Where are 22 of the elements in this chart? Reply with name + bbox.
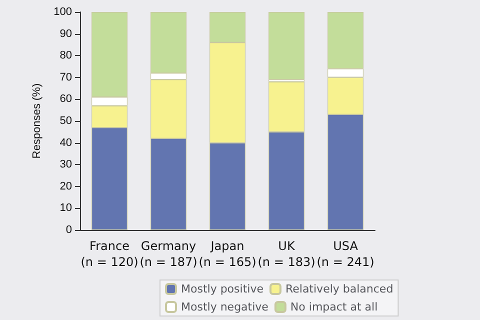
y-tick-label: 60: [60, 93, 72, 106]
x-tick-label: USA (n = 241): [316, 239, 374, 269]
bar: [268, 12, 304, 80]
y-tick-label: 50: [60, 115, 72, 127]
y-tick-label: 100: [54, 6, 72, 18]
y-tick-label: 30: [60, 158, 72, 171]
legend-label: Mostly positive: [181, 282, 264, 296]
x-tick-label: Germany (n = 187): [140, 239, 198, 269]
y-tick-label: 0: [66, 224, 72, 236]
x-tick-label: France (n = 120): [80, 239, 138, 269]
legend-label: Mostly negative: [181, 300, 269, 314]
y-tick-label: 90: [60, 28, 72, 40]
y-tick-label: 20: [60, 180, 72, 192]
legend-label: No impact at all: [290, 300, 378, 314]
x-tick-label: Japan (n = 165): [198, 239, 256, 269]
y-tick-label: 40: [60, 136, 72, 149]
y-tick-label: 10: [60, 202, 72, 214]
legend-label: Relatively balanced: [285, 282, 394, 296]
y-axis-title: Responses (%): [31, 83, 44, 159]
y-tick-label: 70: [60, 71, 72, 84]
y-tick-label: 80: [60, 50, 72, 62]
x-tick-label: UK (n = 183): [258, 239, 316, 269]
